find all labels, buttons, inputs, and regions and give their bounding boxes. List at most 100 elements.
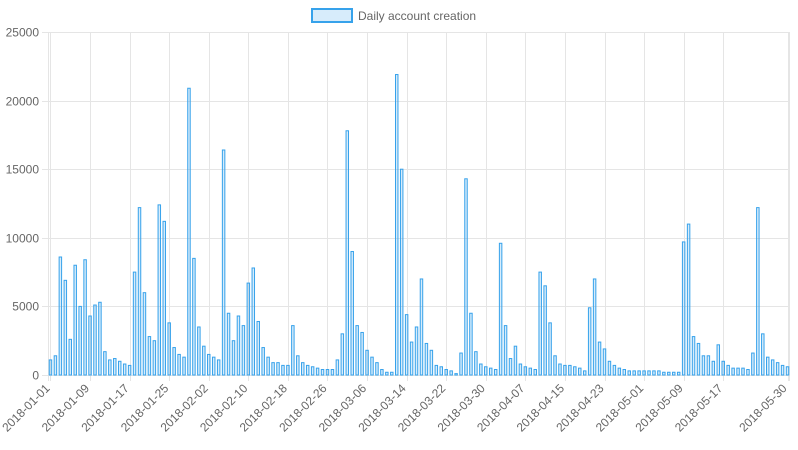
bar[interactable] [449,370,453,376]
bar[interactable] [93,304,97,376]
bar[interactable] [622,369,627,376]
bar[interactable] [68,338,72,376]
bar[interactable] [488,367,493,376]
bar[interactable] [543,285,547,376]
bar[interactable] [617,367,622,376]
bar[interactable] [320,369,325,376]
bar[interactable] [578,367,582,376]
bar[interactable] [315,367,320,376]
bar[interactable] [770,359,775,376]
bar[interactable] [113,358,117,376]
bar[interactable] [78,305,82,376]
bar[interactable] [667,371,671,376]
bar[interactable] [251,267,256,376]
bar[interactable] [563,364,567,376]
bar[interactable] [731,367,735,376]
bar[interactable] [474,351,478,376]
bar[interactable] [58,256,63,376]
bar[interactable] [726,364,730,376]
bar[interactable] [73,264,77,376]
bar[interactable] [335,359,340,376]
bar[interactable] [281,364,285,376]
bar[interactable] [632,370,636,376]
bar[interactable] [479,363,483,376]
bar[interactable] [266,356,270,376]
bar[interactable] [221,149,226,376]
bar[interactable] [211,356,216,376]
bar[interactable] [672,371,676,376]
bar[interactable] [716,344,721,376]
bar[interactable] [434,364,439,376]
bar[interactable] [741,367,745,376]
bar[interactable] [686,223,691,376]
bar[interactable] [365,349,369,376]
bar[interactable] [592,278,597,376]
bar[interactable] [582,370,587,376]
bar[interactable] [345,130,350,376]
bar[interactable] [751,352,755,376]
bar[interactable] [63,279,68,376]
bar[interactable] [117,360,122,376]
bar[interactable] [147,336,152,376]
bar[interactable] [276,362,280,376]
bar[interactable] [88,315,92,376]
bar[interactable] [746,369,750,376]
bar[interactable] [553,355,557,376]
bar[interactable] [182,356,186,376]
bar[interactable] [523,366,528,376]
bar[interactable] [597,341,602,376]
bar[interactable] [518,363,523,376]
bar[interactable] [409,341,414,376]
bar[interactable] [780,364,785,376]
bar[interactable] [444,369,448,376]
bar[interactable] [424,342,429,376]
bar[interactable] [548,322,552,376]
bar[interactable] [647,370,651,376]
bar[interactable] [360,331,364,376]
bar[interactable] [696,342,701,376]
bar[interactable] [127,364,132,376]
bar[interactable] [103,351,107,376]
bar[interactable] [573,366,577,376]
bar[interactable] [226,312,231,376]
bar[interactable] [756,207,760,376]
bar[interactable] [98,301,102,376]
bar[interactable] [785,366,790,376]
bar[interactable] [305,364,310,376]
bar[interactable] [721,360,725,376]
bar[interactable] [122,363,127,376]
bar[interactable] [286,364,290,376]
bar[interactable] [538,271,542,376]
bar[interactable] [404,314,409,376]
bar[interactable] [137,207,142,376]
bar[interactable] [602,348,607,376]
bar[interactable] [711,360,716,376]
bar[interactable] [736,367,740,376]
bar[interactable] [142,292,147,376]
bar[interactable] [157,204,162,376]
bar[interactable] [612,364,617,376]
bar[interactable] [637,370,641,376]
bar[interactable] [375,362,379,376]
bar[interactable] [132,271,137,376]
legend[interactable]: Daily account creation [311,8,476,23]
bar[interactable] [701,355,706,376]
bar[interactable] [528,367,533,376]
bar[interactable] [291,325,295,376]
bar[interactable] [399,168,404,376]
bar[interactable] [197,326,201,376]
bar[interactable] [761,333,765,376]
bar[interactable] [766,356,770,376]
bar[interactable] [681,241,686,376]
bar[interactable] [706,355,711,376]
bar[interactable] [414,326,419,376]
bar[interactable] [192,257,196,376]
bar[interactable] [187,87,191,376]
bar[interactable] [53,355,58,376]
bar[interactable] [533,369,537,376]
bar[interactable] [216,359,221,376]
bar[interactable] [657,370,661,376]
bar[interactable] [207,353,211,376]
bar[interactable] [83,259,87,376]
bar[interactable] [503,325,508,376]
